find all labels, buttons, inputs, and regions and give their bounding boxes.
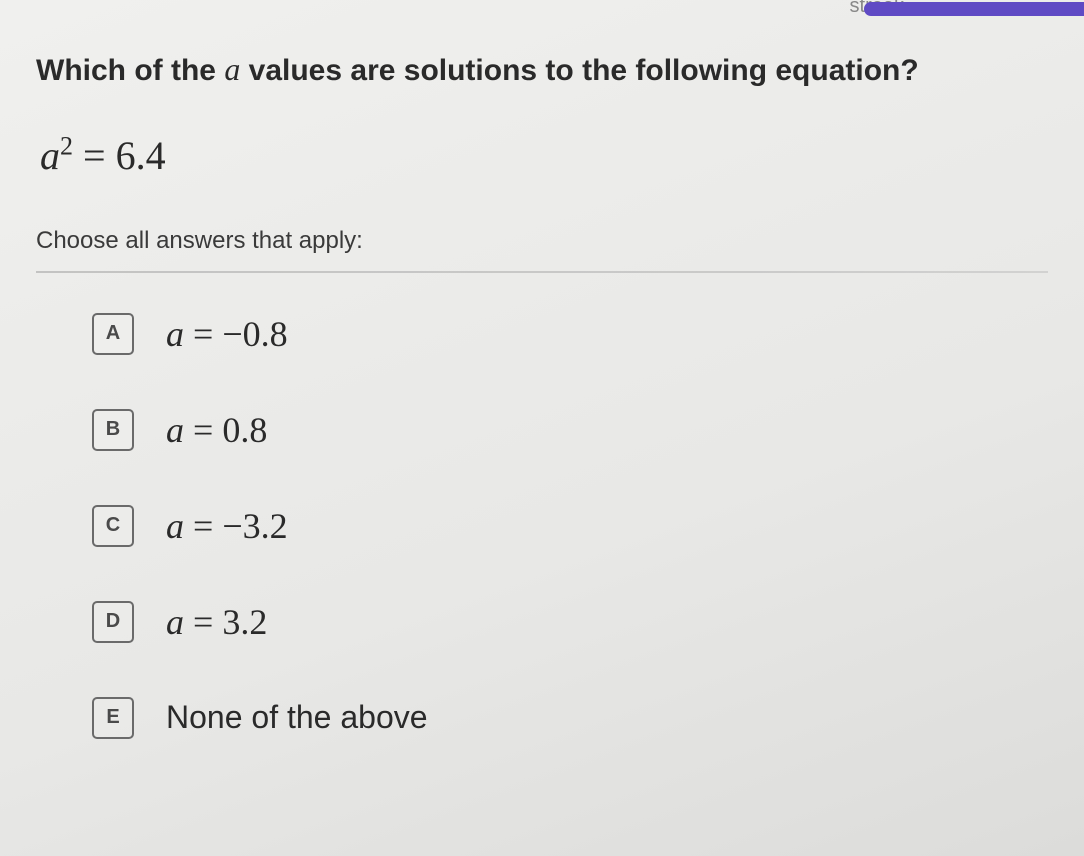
option-box-e[interactable]: E: [92, 697, 134, 739]
question-variable: a: [224, 51, 240, 87]
equation-rhs: 6.4: [116, 133, 166, 178]
question-text: Which of the a values are solutions to t…: [36, 48, 1048, 92]
options-list: A a = −0.8 B a = 0.8 C a = −3.2 D a = 3.…: [36, 313, 1048, 739]
option-box-b[interactable]: B: [92, 409, 134, 451]
option-c[interactable]: C a = −3.2: [92, 505, 1048, 547]
option-e[interactable]: E None of the above: [92, 697, 1048, 739]
equation-exponent: 2: [60, 131, 73, 160]
option-text-e: None of the above: [166, 699, 428, 736]
divider: [36, 271, 1048, 273]
equation-variable: a: [40, 133, 60, 178]
equation-equals: =: [73, 133, 116, 178]
option-box-a[interactable]: A: [92, 313, 134, 355]
option-box-d[interactable]: D: [92, 601, 134, 643]
option-a[interactable]: A a = −0.8: [92, 313, 1048, 355]
top-bar: streak: [0, 0, 1084, 20]
option-box-c[interactable]: C: [92, 505, 134, 547]
option-d[interactable]: D a = 3.2: [92, 601, 1048, 643]
option-text-a: a = −0.8: [166, 313, 288, 355]
option-b[interactable]: B a = 0.8: [92, 409, 1048, 451]
main-content: Which of the a values are solutions to t…: [0, 20, 1084, 821]
question-prefix: Which of the: [36, 54, 224, 87]
option-text-c: a = −3.2: [166, 505, 288, 547]
question-suffix: values are solutions to the following eq…: [240, 54, 918, 87]
progress-bar: [864, 2, 1084, 16]
equation: a2 = 6.4: [40, 132, 1048, 179]
instruction-text: Choose all answers that apply:: [36, 227, 1048, 255]
option-text-b: a = 0.8: [166, 409, 267, 451]
option-text-d: a = 3.2: [166, 601, 267, 643]
